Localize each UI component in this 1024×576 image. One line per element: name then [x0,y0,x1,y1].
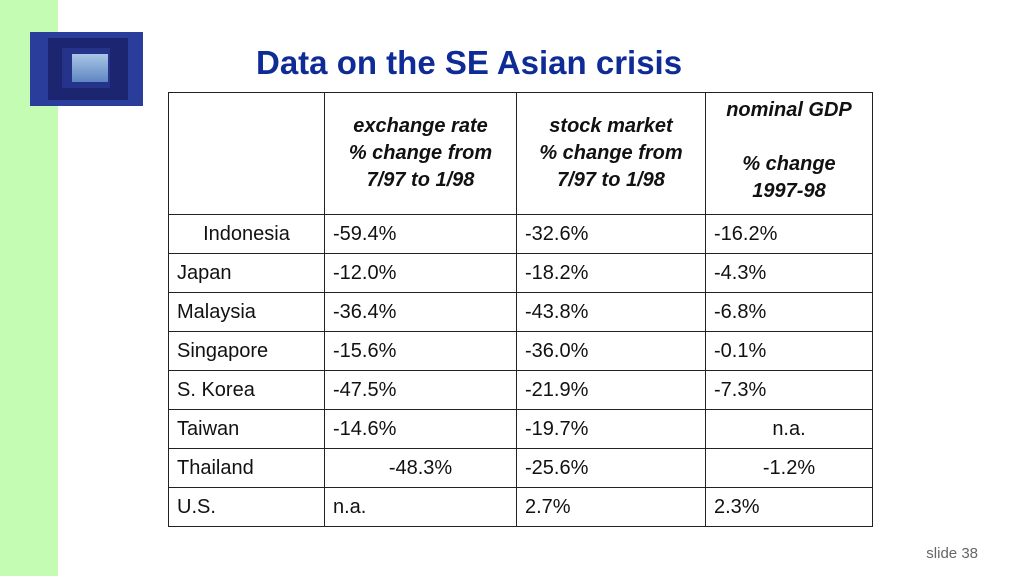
country-cell: Thailand [168,448,325,488]
value-cell: -19.7% [516,409,706,449]
table-row: Thailand -48.3% -25.6% -1.2% [168,448,873,488]
value-cell: -18.2% [516,253,706,293]
value-cell: -48.3% [324,448,517,488]
table-row: Japan -12.0% -18.2% -4.3% [168,253,873,293]
slide-title: Data on the SE Asian crisis [256,44,683,81]
slide-number: slide 38 [926,545,978,562]
value-cell: -59.4% [324,214,517,254]
value-cell: -43.8% [516,292,706,332]
data-table: exchange rate % change from 7/97 to 1/98… [168,92,873,527]
value-cell: -6.8% [705,292,873,332]
value-cell: n.a. [705,409,873,449]
value-cell: -16.2% [705,214,873,254]
painting-logo-image [30,32,143,106]
country-cell: U.S. [168,487,325,527]
table-row: U.S. n.a. 2.7% 2.3% [168,487,873,527]
header-row: exchange rate % change from 7/97 to 1/98… [168,92,873,215]
value-cell: -0.1% [705,331,873,371]
value-cell: -36.0% [516,331,706,371]
country-cell: Singapore [168,331,325,371]
header-line: 7/97 to 1/98 [366,169,475,191]
header-line: exchange rate [353,115,488,137]
value-cell: n.a. [324,487,517,527]
country-cell: Indonesia [168,214,325,254]
value-cell: -12.0% [324,253,517,293]
country-cell: S. Korea [168,370,325,410]
header-line: 1997-98 [752,180,826,202]
value-cell: -15.6% [324,331,517,371]
value-cell: 2.7% [516,487,706,527]
header-nominal-gdp: nominal GDP % change 1997-98 [705,92,873,215]
value-cell: -36.4% [324,292,517,332]
table-row: S. Korea -47.5% -21.9% -7.3% [168,370,873,410]
header-stock-market: stock market % change from 7/97 to 1/98 [516,92,706,215]
header-line: % change from [539,142,683,164]
header-line: stock market [549,115,673,137]
country-cell: Japan [168,253,325,293]
header-line: % change from [348,142,493,164]
header-exchange-rate: exchange rate % change from 7/97 to 1/98 [324,92,517,215]
value-cell: -32.6% [516,214,706,254]
header-line: % change [742,153,836,175]
table-row: Indonesia -59.4% -32.6% -16.2% [168,214,873,254]
table-row: Malaysia -36.4% -43.8% -6.8% [168,292,873,332]
value-cell: -1.2% [705,448,873,488]
value-cell: -14.6% [324,409,517,449]
value-cell: -7.3% [705,370,873,410]
value-cell: -4.3% [705,253,873,293]
value-cell: -47.5% [324,370,517,410]
table-row: Singapore -15.6% -36.0% -0.1% [168,331,873,371]
header-line: nominal GDP [726,99,852,121]
header-empty [168,92,325,215]
value-cell: 2.3% [705,487,873,527]
table-row: Taiwan -14.6% -19.7% n.a. [168,409,873,449]
country-cell: Taiwan [168,409,325,449]
country-cell: Malaysia [168,292,325,332]
value-cell: -25.6% [516,448,706,488]
header-line: 7/97 to 1/98 [557,169,665,191]
value-cell: -21.9% [516,370,706,410]
